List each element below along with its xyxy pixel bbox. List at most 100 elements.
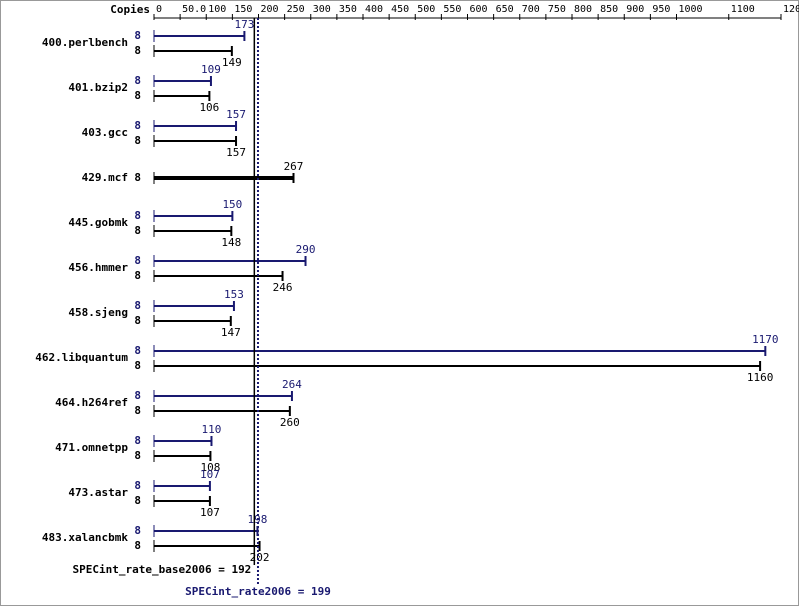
bar bbox=[154, 545, 260, 547]
bar bbox=[154, 410, 290, 412]
copies-label: 8 bbox=[134, 74, 141, 87]
x-tick-label: 200 bbox=[261, 4, 279, 15]
bar bbox=[154, 260, 306, 262]
bar bbox=[154, 455, 211, 457]
value-label: 260 bbox=[280, 416, 300, 429]
x-tick-label: 400 bbox=[365, 4, 383, 15]
copies-label: 8 bbox=[134, 89, 141, 102]
value-label: 157 bbox=[226, 146, 246, 159]
x-tick-label: 350 bbox=[339, 4, 357, 15]
bar bbox=[154, 95, 210, 97]
bar bbox=[154, 440, 212, 442]
bar bbox=[154, 140, 237, 142]
copies-label: 8 bbox=[134, 494, 141, 507]
benchmark-label: 483.xalancbmk bbox=[42, 531, 128, 544]
value-label: 150 bbox=[222, 198, 242, 211]
value-label: 107 bbox=[200, 506, 220, 519]
copies-label: 8 bbox=[134, 449, 141, 462]
benchmark-label: 400.perlbench bbox=[42, 36, 128, 49]
x-tick-label: 50.0 bbox=[182, 4, 206, 15]
copies-label: 8 bbox=[134, 44, 141, 57]
bar bbox=[154, 365, 761, 367]
copies-label: 8 bbox=[134, 29, 141, 42]
copies-label: 8 bbox=[134, 134, 141, 147]
benchmark-label: 429.mcf bbox=[82, 171, 128, 184]
copies-label: 8 bbox=[134, 209, 141, 222]
x-tick-label: 900 bbox=[626, 4, 644, 15]
bar bbox=[154, 215, 233, 217]
bar bbox=[154, 395, 292, 397]
bar bbox=[154, 176, 294, 180]
value-label: 267 bbox=[284, 160, 304, 173]
x-tick-label: 650 bbox=[496, 4, 514, 15]
bar bbox=[154, 350, 766, 352]
bar bbox=[154, 500, 210, 502]
x-tick-label: 1000 bbox=[679, 4, 703, 15]
benchmark-label: 462.libquantum bbox=[35, 351, 128, 364]
benchmark-label: 456.hmmer bbox=[68, 261, 128, 274]
copies-label: 8 bbox=[134, 119, 141, 132]
value-label: 110 bbox=[202, 423, 222, 436]
bar bbox=[154, 320, 231, 322]
bar bbox=[154, 50, 232, 52]
benchmark-label: 445.gobmk bbox=[68, 216, 128, 229]
value-label: 1170 bbox=[752, 333, 779, 346]
value-label: 108 bbox=[200, 461, 220, 474]
copies-label: 8 bbox=[134, 389, 141, 402]
copies-label: 8 bbox=[134, 269, 141, 282]
x-tick-label: 1100 bbox=[731, 4, 755, 15]
value-label: 153 bbox=[224, 288, 244, 301]
copies-label: 8 bbox=[134, 254, 141, 267]
benchmark-label: 473.astar bbox=[68, 486, 128, 499]
bar bbox=[154, 80, 211, 82]
copies-header: Copies bbox=[110, 3, 150, 16]
x-tick-label: 500 bbox=[417, 4, 435, 15]
bar bbox=[154, 305, 234, 307]
x-tick-label: 250 bbox=[287, 4, 305, 15]
value-label: 106 bbox=[199, 101, 219, 114]
bar bbox=[154, 125, 237, 127]
value-label: 1160 bbox=[747, 371, 774, 384]
value-label: 107 bbox=[200, 468, 220, 481]
x-tick-label: 0 bbox=[156, 4, 162, 15]
copies-label: 8 bbox=[134, 479, 141, 492]
copies-label: 8 bbox=[134, 524, 141, 537]
value-label: 202 bbox=[250, 551, 270, 564]
x-tick-label: 1200 bbox=[783, 4, 799, 15]
copies-label: 8 bbox=[134, 434, 141, 447]
bar bbox=[154, 35, 245, 37]
benchmark-label: 471.omnetpp bbox=[55, 441, 128, 454]
copies-label: 8 bbox=[134, 314, 141, 327]
x-tick-label: 600 bbox=[470, 4, 488, 15]
copies-label: 8 bbox=[134, 171, 141, 184]
value-label: 148 bbox=[221, 236, 241, 249]
x-tick-label: 450 bbox=[391, 4, 409, 15]
x-tick-label: 850 bbox=[600, 4, 618, 15]
value-label: 290 bbox=[296, 243, 316, 256]
value-label: 246 bbox=[273, 281, 293, 294]
copies-label: 8 bbox=[134, 224, 141, 237]
x-tick-label: 100 bbox=[208, 4, 226, 15]
x-tick-label: 950 bbox=[652, 4, 670, 15]
value-label: 173 bbox=[234, 18, 254, 31]
x-tick-label: 550 bbox=[443, 4, 461, 15]
benchmark-label: 458.sjeng bbox=[68, 306, 128, 319]
x-tick-label: 800 bbox=[574, 4, 592, 15]
bar bbox=[154, 530, 258, 532]
x-tick-label: 300 bbox=[313, 4, 331, 15]
value-label: 149 bbox=[222, 56, 242, 69]
copies-label: 8 bbox=[134, 344, 141, 357]
value-label: 157 bbox=[226, 108, 246, 121]
value-label: 109 bbox=[201, 63, 221, 76]
x-tick-label: 700 bbox=[522, 4, 540, 15]
copies-label: 8 bbox=[134, 404, 141, 417]
bar bbox=[154, 275, 283, 277]
value-label: 147 bbox=[221, 326, 241, 339]
benchmark-label: 401.bzip2 bbox=[68, 81, 128, 94]
benchmark-label: 403.gcc bbox=[82, 126, 128, 139]
x-tick-label: 150 bbox=[234, 4, 252, 15]
summary-label: SPECint_rate_base2006 = 192 bbox=[73, 563, 252, 576]
x-tick-label: 750 bbox=[548, 4, 566, 15]
